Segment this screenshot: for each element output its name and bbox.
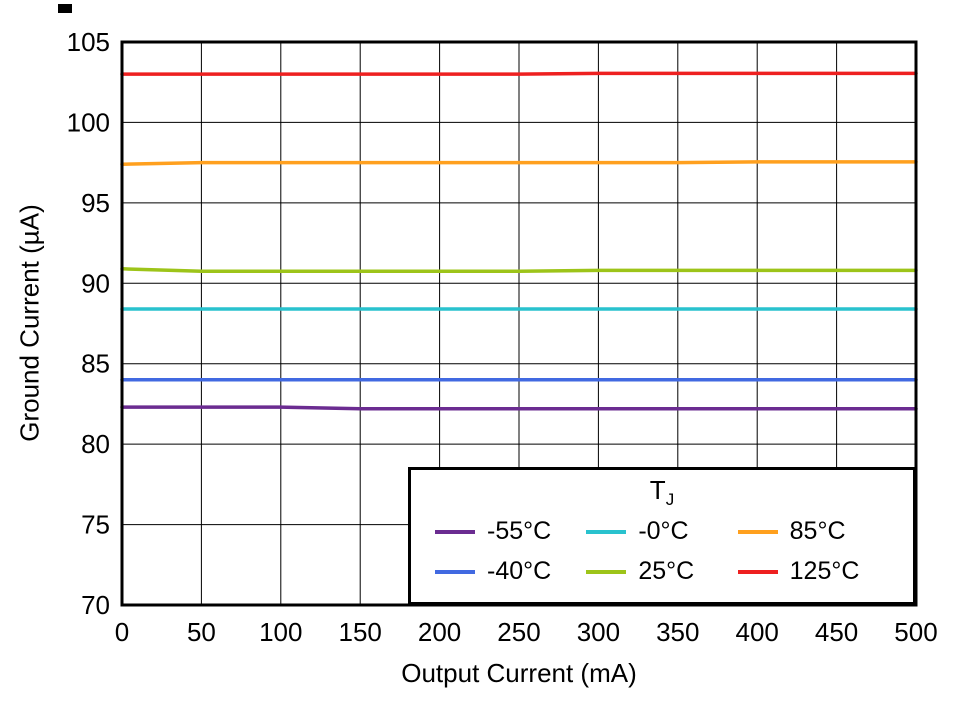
legend-label: -40°C — [487, 557, 552, 586]
y-axis-title: Ground Current (µA) — [14, 204, 45, 442]
legend-title-main: T — [649, 475, 666, 505]
x-tick-label: 100 — [259, 617, 302, 647]
y-tick-label: 75 — [81, 510, 110, 540]
series-line--55°C — [120, 405, 918, 411]
legend-item: -55°C — [435, 517, 586, 546]
legend-swatch — [737, 569, 778, 574]
y-tick-label: 95 — [81, 188, 110, 218]
x-tick-label: 0 — [115, 617, 129, 647]
artifact-mark — [58, 4, 72, 13]
y-tick-label: 100 — [67, 107, 110, 137]
x-tick-label: 350 — [656, 617, 699, 647]
legend-entries: -55°C -0°C 85°C -40°C 25°C 125°C — [411, 510, 913, 602]
legend-box: TJ -55°C -0°C 85°C -40°C 25°C 125°C — [408, 467, 916, 605]
series-line-85°C — [120, 160, 918, 167]
legend-swatch — [586, 529, 627, 534]
legend-swatch — [586, 569, 627, 574]
legend-label: 85°C — [789, 517, 846, 546]
x-axis-title: Output Current (mA) — [401, 658, 637, 688]
plot-border — [120, 40, 918, 607]
legend-title-subscript: J — [665, 490, 675, 510]
legend-swatch — [737, 529, 778, 534]
legend-item: 85°C — [737, 517, 889, 546]
x-tick-label: 500 — [894, 617, 937, 647]
x-tick-label: 300 — [577, 617, 620, 647]
y-tick-label: 80 — [81, 429, 110, 459]
series-line-125°C — [120, 71, 918, 76]
legend-label: 25°C — [638, 557, 695, 586]
y-tick-label: 70 — [81, 590, 110, 620]
legend-item: 25°C — [586, 557, 737, 586]
y-tick-label: 90 — [81, 268, 110, 298]
legend-item: 125°C — [737, 557, 889, 586]
y-tick-label: 105 — [67, 27, 110, 57]
y-tick-label: 85 — [81, 349, 110, 379]
legend-title: TJ — [411, 470, 913, 510]
x-tick-label: 400 — [736, 617, 779, 647]
x-tick-label: 200 — [418, 617, 461, 647]
series-line-25°C — [120, 267, 918, 273]
x-tick-label: 450 — [815, 617, 858, 647]
legend-swatch — [435, 569, 475, 574]
x-tick-label: 250 — [497, 617, 540, 647]
legend-item: -0°C — [586, 517, 737, 546]
legend-label: -55°C — [487, 517, 552, 546]
legend-item: -40°C — [435, 557, 586, 586]
x-tick-label: 50 — [187, 617, 216, 647]
legend-label: 125°C — [789, 557, 860, 586]
x-tick-label: 150 — [339, 617, 382, 647]
legend-label: -0°C — [638, 517, 689, 546]
legend-swatch — [435, 529, 475, 534]
